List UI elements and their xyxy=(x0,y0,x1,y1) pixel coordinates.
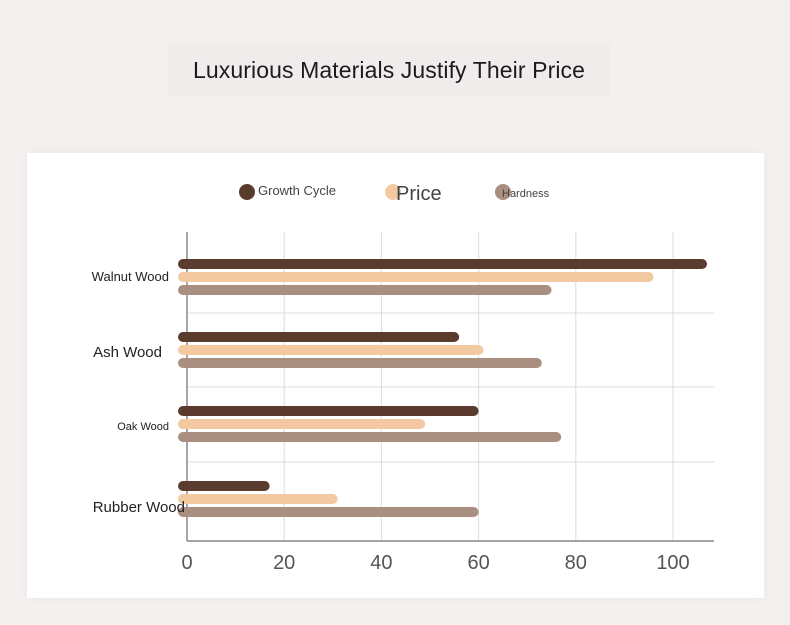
legend-swatch xyxy=(239,184,255,200)
legend-label: Growth Cycle xyxy=(258,183,336,198)
category-label: Ash Wood xyxy=(93,344,162,361)
category-label: Oak Wood xyxy=(117,421,169,433)
chart-card xyxy=(27,153,764,598)
legend-swatch xyxy=(495,184,511,200)
legend-label: Hardness xyxy=(502,188,550,200)
x-tick-label: 20 xyxy=(273,552,295,574)
x-tick-label: 80 xyxy=(565,552,587,574)
page-title: Luxurious Materials Justify Their Price xyxy=(192,56,586,83)
x-tick-label: 0 xyxy=(181,552,192,574)
x-tick-label: 40 xyxy=(370,552,392,574)
legend-label: Price xyxy=(396,183,442,205)
legend-swatch xyxy=(385,184,401,200)
x-tick-label: 100 xyxy=(656,552,689,574)
category-label: Rubber Wood xyxy=(93,499,185,516)
title-banner: Luxurious Materials Justify Their Price xyxy=(168,44,610,96)
x-tick-label: 60 xyxy=(467,552,489,574)
category-label: Walnut Wood xyxy=(92,269,169,284)
